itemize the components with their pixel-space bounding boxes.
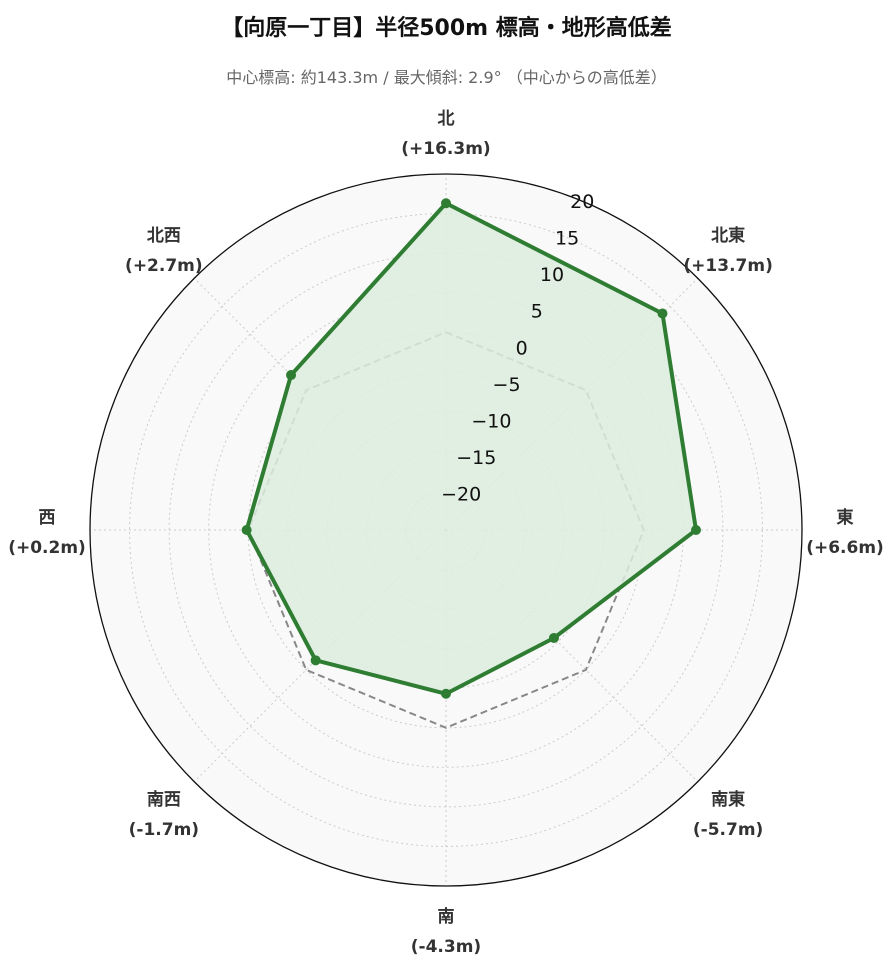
- tick-label: −10: [471, 410, 511, 432]
- chart-title: 【向原一丁目】半径500m 標高・地形高低差: [221, 16, 672, 41]
- series-area: [246, 203, 696, 694]
- chart-subtitle: 中心標高: 約143.3m / 最大傾斜: 2.9° （中心からの高低差）: [226, 68, 667, 87]
- data-point-5: [310, 655, 321, 666]
- direction-value-1: (+13.7m): [683, 256, 772, 276]
- grid-spoke: [193, 529, 447, 783]
- direction-value-5: (-1.7m): [129, 820, 199, 840]
- direction-name-5: 南西: [147, 789, 181, 810]
- direction-name-7: 北西: [147, 226, 181, 246]
- direction-value-2: (+6.6m): [806, 538, 884, 558]
- direction-name-4: 南: [438, 906, 455, 927]
- tick-label: 0: [516, 337, 528, 359]
- data-point-0: [441, 198, 451, 209]
- direction-value-0: (+16.3m): [401, 139, 490, 159]
- data-point-1: [657, 308, 668, 319]
- data-point-4: [441, 688, 451, 699]
- tick-label: −5: [493, 374, 521, 396]
- direction-name-6: 西: [39, 508, 56, 528]
- direction-name-1: 北東: [711, 225, 745, 246]
- data-point-7: [286, 370, 297, 381]
- data-point-6: [241, 525, 252, 535]
- direction-value-4: (-4.3m): [411, 937, 481, 957]
- tick-label: 10: [540, 264, 564, 286]
- plot-frame: [89, 173, 803, 887]
- data-point-2: [690, 525, 701, 535]
- direction-value-7: (+2.7m): [125, 256, 203, 276]
- direction-value-6: (+0.2m): [8, 538, 86, 558]
- direction-name-2: 東: [837, 507, 854, 528]
- data-point-3: [548, 632, 559, 643]
- grid-spoke: [193, 277, 447, 531]
- direction-name-0: 北: [438, 109, 455, 129]
- tick-label: 5: [531, 301, 543, 323]
- direction-name-3: 南東: [711, 789, 745, 810]
- tick-label: −15: [456, 447, 496, 469]
- tick-label: 20: [570, 191, 594, 213]
- tick-label: 15: [555, 228, 579, 250]
- tick-label: −20: [441, 483, 481, 505]
- grid-spoke: [445, 529, 699, 783]
- direction-value-3: (-5.7m): [693, 820, 763, 840]
